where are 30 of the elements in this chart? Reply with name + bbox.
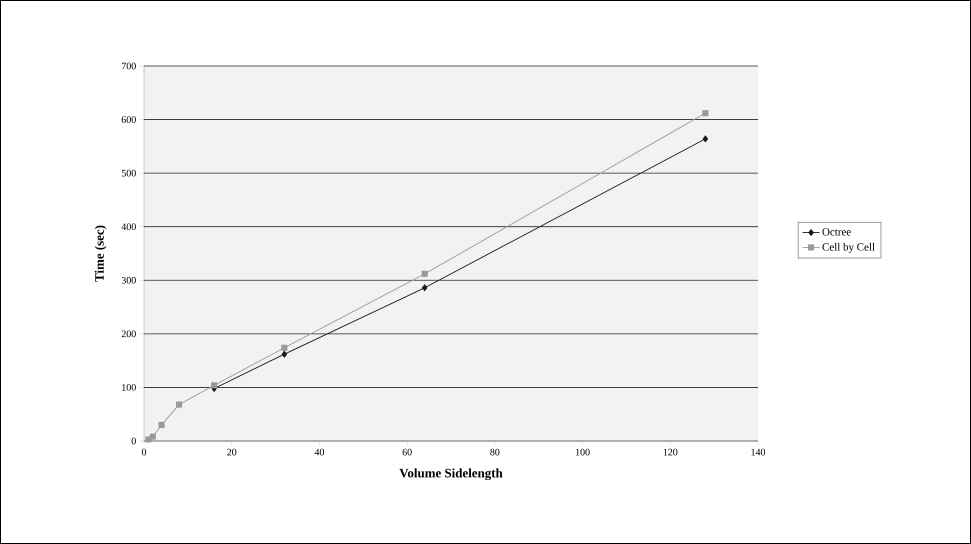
y-tick-label: 300 <box>122 276 136 284</box>
point <box>422 284 428 292</box>
legend-label: Cell by Cell <box>822 242 875 253</box>
y-tick-label: 500 <box>122 170 136 176</box>
x-tick-label: 60 <box>402 448 412 456</box>
point <box>150 434 156 440</box>
point <box>702 110 708 116</box>
x-tick-label: 40 <box>314 448 324 456</box>
point <box>282 350 288 358</box>
x-tick-label: 80 <box>490 448 500 456</box>
point <box>281 344 288 351</box>
x-axis-title: Volume Sidelength <box>399 468 503 480</box>
x-tick-label: 20 <box>227 448 236 456</box>
point <box>211 382 218 388</box>
point <box>176 402 182 408</box>
y-tick-label: 200 <box>122 330 136 338</box>
y-axis-title: Time (sec) <box>94 226 106 282</box>
point <box>702 135 708 142</box>
y-tick-label: 700 <box>122 62 136 70</box>
x-tick-label: 140 <box>751 448 766 456</box>
point <box>158 422 165 428</box>
point <box>422 270 428 277</box>
y-tick-label: 100 <box>122 384 136 391</box>
y-tick-label: 400 <box>121 223 136 230</box>
y-tick-label: 0 <box>132 438 136 444</box>
x-tick-label: 120 <box>664 448 678 456</box>
x-tick-label: 0 <box>142 448 146 456</box>
legend-label: Octree <box>822 228 851 236</box>
y-tick-label: 600 <box>122 116 136 123</box>
x-tick-label: 100 <box>576 448 590 456</box>
